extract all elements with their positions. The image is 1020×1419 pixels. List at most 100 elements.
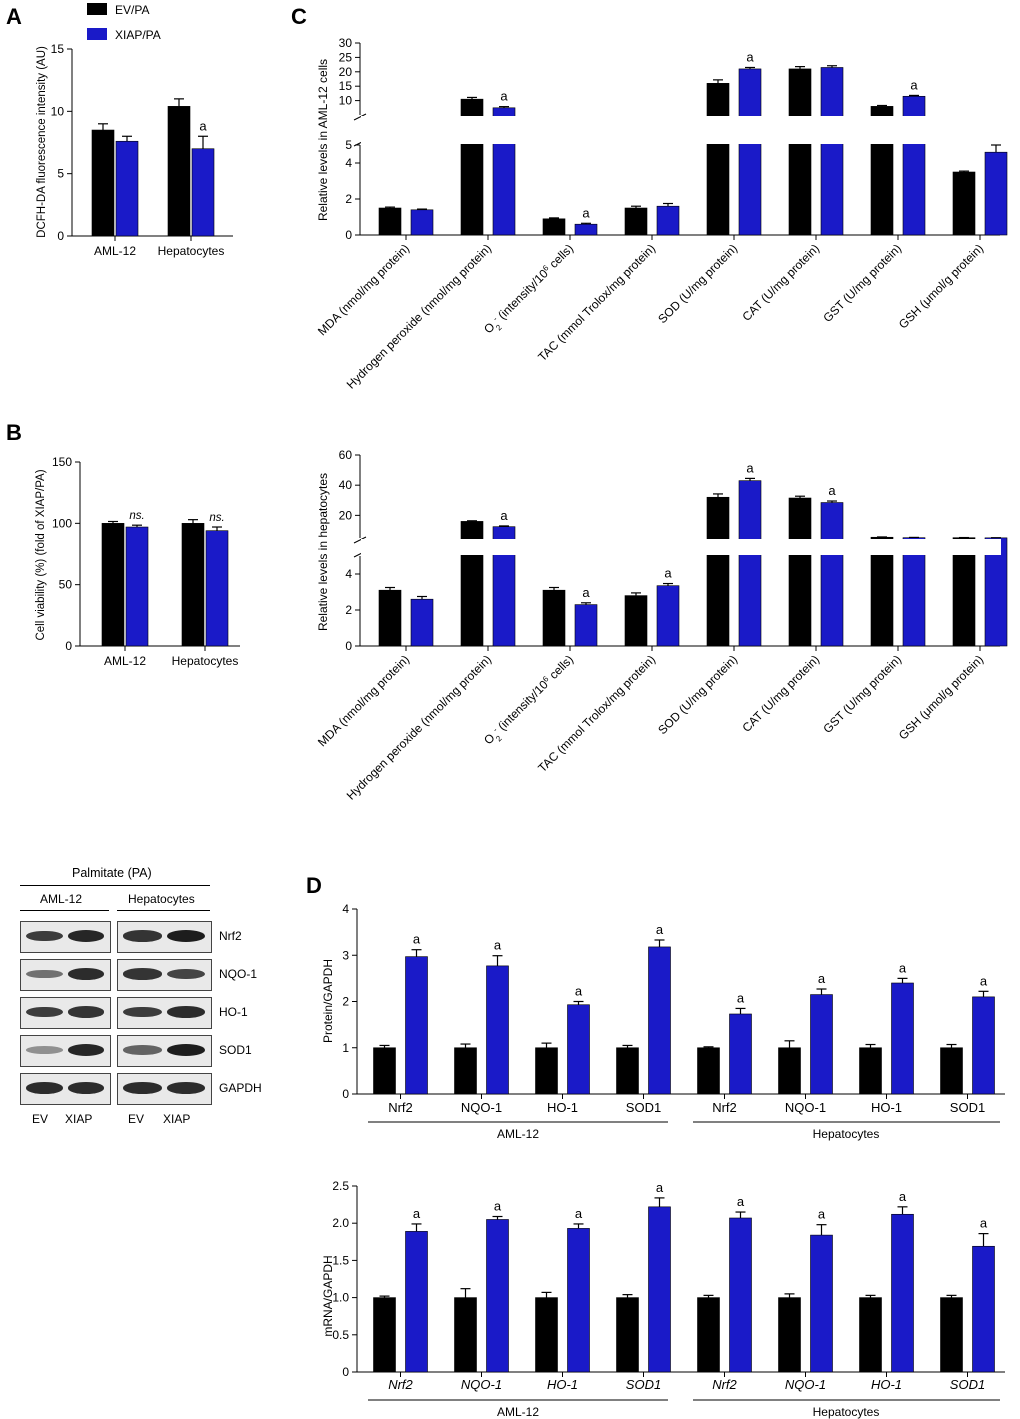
c-top-xticklabel-group-2: O2- (intensity/106 cells) xyxy=(481,241,579,339)
c-bottom-upper-yticklabel-2: 60 xyxy=(339,448,353,462)
d-mrna-xticklabel-3: SOD1 xyxy=(626,1377,661,1392)
wb-blot-sod1-aml12 xyxy=(20,1035,111,1067)
c-bottom-break-mark-1 xyxy=(353,536,367,544)
d-protein-bar-xiap-4 xyxy=(729,1013,752,1095)
wb-band xyxy=(26,1046,63,1054)
a-yticklabel-3: 15 xyxy=(51,42,65,56)
a-yticklabel-2: 10 xyxy=(51,104,65,118)
d-mrna-bar-ev-2 xyxy=(535,1297,558,1373)
wb-band xyxy=(67,1006,104,1018)
b-bar-xiap-0 xyxy=(125,526,149,647)
d-mrna-bar-xiap-0 xyxy=(405,1231,428,1373)
c-top-xticklabel-part-3: (intensity/10 xyxy=(493,266,551,324)
d-protein-xticklabel-7: SOD1 xyxy=(950,1100,985,1115)
a-bar-xiap-0 xyxy=(115,140,139,237)
d-protein-bar-xiap-3 xyxy=(648,946,671,1095)
d-protein-xticklabel-1: NQO-1 xyxy=(461,1100,502,1115)
c-top-bar-xiap-5 xyxy=(820,67,844,236)
wb-blot-sod1-hepatocytes xyxy=(117,1035,212,1067)
legend-label-xiap: XIAP/PA xyxy=(115,28,161,42)
d-mrna-sig-7: a xyxy=(980,1216,988,1231)
c-top-bar-xiap-4 xyxy=(738,68,762,236)
c-bottom-xticklabel-group-2: O2- (intensity/106 cells) xyxy=(481,652,579,750)
c-bottom-bar-xiap-5 xyxy=(820,502,844,647)
wb-band xyxy=(67,968,104,980)
d-protein-sig-4: a xyxy=(737,990,745,1005)
c-top-lower-yticklabel-2: 4 xyxy=(345,156,352,170)
wb-protein-label: Nrf2 xyxy=(219,929,242,943)
d-protein-yticklabel-0: 0 xyxy=(342,1087,349,1101)
c-bottom-bar-ev-0 xyxy=(378,589,402,647)
c-top-bar-xiap-3 xyxy=(656,205,680,236)
b-yticklabel-3: 150 xyxy=(52,455,72,469)
d-protein-group-label-hepatocytes: Hepatocytes xyxy=(813,1127,880,1141)
c-bottom-xticklabel-part-5: cells) xyxy=(544,652,576,684)
d-mrna-xticklabel-5: NQO-1 xyxy=(785,1377,826,1392)
c-bottom-xticklabel-group-6: GST (U/mg protein) xyxy=(820,652,904,736)
b-xticklabel-0: AML-12 xyxy=(104,654,146,668)
wb-band xyxy=(123,1006,162,1018)
wb-group-aml12: AML-12 xyxy=(40,892,83,906)
d-protein-sig-1: a xyxy=(494,938,502,953)
wb-lane-xiap-1: XIAP xyxy=(65,1112,93,1126)
c-top-bar-ev-0 xyxy=(378,207,402,236)
b-bar-xiap-1 xyxy=(205,530,229,647)
d-protein-sig-3: a xyxy=(656,922,664,937)
a-bar-ev-0 xyxy=(91,129,115,237)
c-top-sig-4: a xyxy=(746,49,754,64)
c-bottom-xticklabel-2: O2- (intensity/106 cells) xyxy=(481,652,579,750)
c-bottom-bar-xiap-0 xyxy=(410,598,434,647)
d-mrna-xticklabel-4: Nrf2 xyxy=(712,1377,737,1392)
d-mrna-bar-xiap-2 xyxy=(567,1228,590,1373)
d-mrna-sig-2: a xyxy=(575,1206,583,1221)
panel-b-ylabel: Cell viability (%) (fold of XIAP/PA) xyxy=(35,469,47,640)
wb-blot-nqo-1-aml12 xyxy=(20,959,111,991)
d-mrna-sig-1: a xyxy=(494,1199,502,1214)
a-yticklabel-1: 5 xyxy=(57,167,64,181)
d-protein-xticklabel-0: Nrf2 xyxy=(388,1100,413,1115)
c-bottom-bar-xiap-3 xyxy=(656,585,680,647)
d-mrna-yticklabel-1: 0.5 xyxy=(332,1328,349,1342)
d-mrna-sig-0: a xyxy=(413,1206,421,1221)
c-top-xticklabel-group-0: MDA (nmol/mg protein) xyxy=(315,241,412,338)
c-bottom-xticklabel-part-1: 2 xyxy=(494,733,504,743)
b-xticklabel-1: Hepatocytes xyxy=(172,654,239,668)
wb-band xyxy=(123,930,162,942)
wb-band xyxy=(166,1082,205,1094)
d-mrna-sig-4: a xyxy=(737,1194,745,1209)
d-protein-bar-xiap-7 xyxy=(972,996,995,1095)
d-protein-sig-6: a xyxy=(899,960,907,975)
wb-blot-gapdh-hepatocytes xyxy=(117,1073,212,1105)
d-protein-sig-2: a xyxy=(575,984,583,999)
d-protein-xticklabel-5: NQO-1 xyxy=(785,1100,826,1115)
c-bottom-xticklabel-group-0: MDA (nmol/mg protein) xyxy=(315,652,412,749)
b-bar-ev-0 xyxy=(101,523,125,647)
panel-c-bottom-ylabel: Relative levels in hepatocytes xyxy=(316,473,330,631)
b-yticklabel-0: 0 xyxy=(65,639,72,653)
wb-protein-label: NQO-1 xyxy=(219,967,258,981)
d-mrna-xticklabel-7: SOD1 xyxy=(950,1377,985,1392)
c-top-bar-xiap-2 xyxy=(574,223,598,236)
c-bottom-sig-1: a xyxy=(500,508,508,523)
panel-label-c: C xyxy=(291,4,307,29)
c-top-bar-ev-5 xyxy=(788,68,812,236)
d-mrna-bar-ev-5 xyxy=(778,1297,801,1373)
d-mrna-xticklabel-6: HO-1 xyxy=(871,1377,902,1392)
wb-blot-nrf2-aml12 xyxy=(20,921,111,953)
c-top-xticklabel-2: O2- (intensity/106 cells) xyxy=(481,241,579,339)
d-mrna-bar-ev-6 xyxy=(859,1297,882,1373)
wb-band xyxy=(26,930,63,942)
wb-blot-nrf2-hepatocytes xyxy=(117,921,212,953)
c-top-bar-xiap-7 xyxy=(984,151,1008,236)
c-top-upper-yticklabel-0: 5 xyxy=(345,138,352,152)
d-protein-sig-5: a xyxy=(818,971,826,986)
d-mrna-bar-xiap-6 xyxy=(891,1213,914,1373)
c-top-xticklabel-part-4: 6 xyxy=(541,263,551,273)
wb-band xyxy=(26,1006,63,1018)
d-mrna-xticklabel-1: NQO-1 xyxy=(461,1377,502,1392)
d-protein-bar-xiap-5 xyxy=(810,994,833,1095)
c-top-xticklabel-part-1: 2 xyxy=(494,322,504,332)
wb-blot-gapdh-aml12 xyxy=(20,1073,111,1105)
b-bar-ev-1 xyxy=(181,523,205,647)
